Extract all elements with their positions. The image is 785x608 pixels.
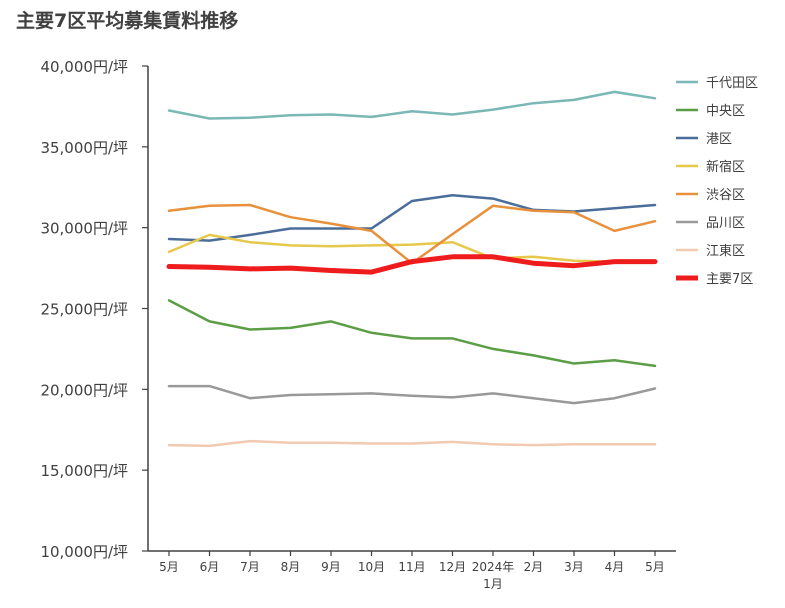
x-tick-label: 7月 xyxy=(240,560,260,574)
legend-label: 品川区 xyxy=(706,216,745,231)
chart-axes: 40,000円/坪 35,000円/坪 30,000円/坪 25,000円/坪 20,0… xyxy=(40,58,676,591)
y-tick-label: 15,000円/坪 xyxy=(40,462,128,480)
x-tick-label: 10月 xyxy=(358,560,385,574)
x-tick-label: 11月 xyxy=(398,560,425,574)
series-line-7 xyxy=(166,254,658,275)
x-tick-label: 4月 xyxy=(605,560,625,574)
y-tick-label: 40,000円/坪 xyxy=(40,58,128,76)
chart-lines xyxy=(166,90,658,448)
legend-label: 中央区 xyxy=(706,104,745,119)
chart-title: 主要7区平均募集賃料推移 xyxy=(16,10,239,32)
series-line-4 xyxy=(167,203,657,265)
legend-label: 港区 xyxy=(706,132,732,147)
y-tick-label: 20,000円/坪 xyxy=(40,381,128,399)
y-tick-label: 25,000円/坪 xyxy=(40,301,128,319)
series-line-6 xyxy=(167,439,657,448)
x-tick-label: 2024年 1月 xyxy=(472,560,515,591)
x-tick-label: 3月 xyxy=(564,560,584,574)
legend-label: 江東区 xyxy=(706,243,745,259)
x-tick-label: 5月 xyxy=(645,560,665,574)
legend-label: 渋谷区 xyxy=(706,188,745,203)
series-line-5 xyxy=(167,384,657,405)
x-tick-label: 8月 xyxy=(281,560,301,574)
legend-label: 主要7区 xyxy=(706,272,753,287)
x-tick-label: 2月 xyxy=(524,560,544,574)
legend-label: 千代田区 xyxy=(706,76,758,91)
x-tick-label: 6月 xyxy=(200,560,220,574)
series-line-0 xyxy=(167,90,657,120)
y-tick-label: 10,000円/坪 xyxy=(40,543,128,561)
legend-label: 新宿区 xyxy=(706,159,745,175)
y-tick-label: 35,000円/坪 xyxy=(40,139,128,157)
series-line-1 xyxy=(167,299,657,368)
y-tick-label: 30,000円/坪 xyxy=(40,220,128,238)
x-tick-label: 5月 xyxy=(159,560,179,574)
x-tick-label: 12月 xyxy=(439,560,466,574)
series-line-3 xyxy=(167,233,657,263)
series-line-2 xyxy=(167,194,657,242)
x-tick-label: 9月 xyxy=(321,560,341,574)
